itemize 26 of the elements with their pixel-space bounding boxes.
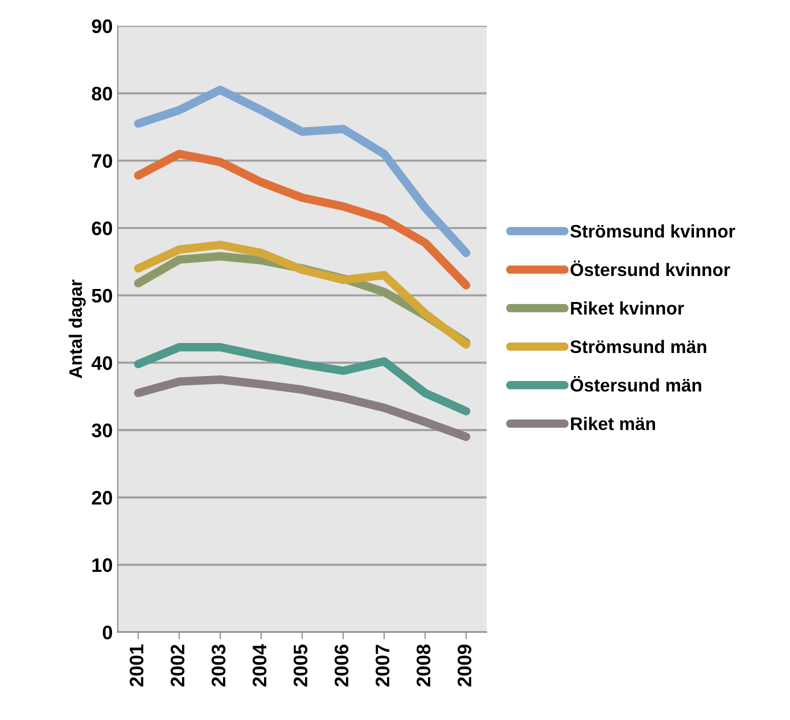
x-tick-label: 2003 (212, 644, 226, 687)
x-tick-label: 2009 (458, 644, 472, 687)
y-tick-label: 50 (92, 288, 112, 303)
legend-label: Riket män (571, 416, 656, 430)
legend-label: Östersund kvinnor (570, 260, 730, 276)
y-tick-label: 0 (102, 626, 112, 640)
x-tick-label: 2005 (294, 644, 308, 687)
y-tick-label: 10 (92, 558, 112, 572)
x-tick-label: 2002 (170, 644, 184, 687)
y-axis-title: Antal dagar (68, 280, 86, 378)
y-tick-label: 20 (92, 490, 112, 505)
y-tick-label: 40 (92, 356, 112, 370)
legend-label: Östersund män (570, 376, 702, 392)
y-tick-label: 80 (92, 86, 112, 101)
x-tick-label: 2007 (376, 644, 390, 687)
y-tick-label: 90 (92, 19, 112, 34)
x-tick-label: 2001 (130, 644, 144, 687)
x-tick-label: 2004 (252, 644, 266, 687)
x-tick-label: 2006 (334, 644, 348, 687)
legend-label: Strömsund män (570, 340, 706, 354)
y-tick-label: 30 (92, 424, 112, 438)
y-tick-label: 60 (92, 221, 112, 236)
y-tick-label: 70 (92, 154, 112, 168)
legend-label: Strömsund kvinnor (570, 224, 736, 238)
legend-label: Riket kvinnor (571, 301, 684, 315)
x-tick-label: 2008 (416, 644, 430, 687)
